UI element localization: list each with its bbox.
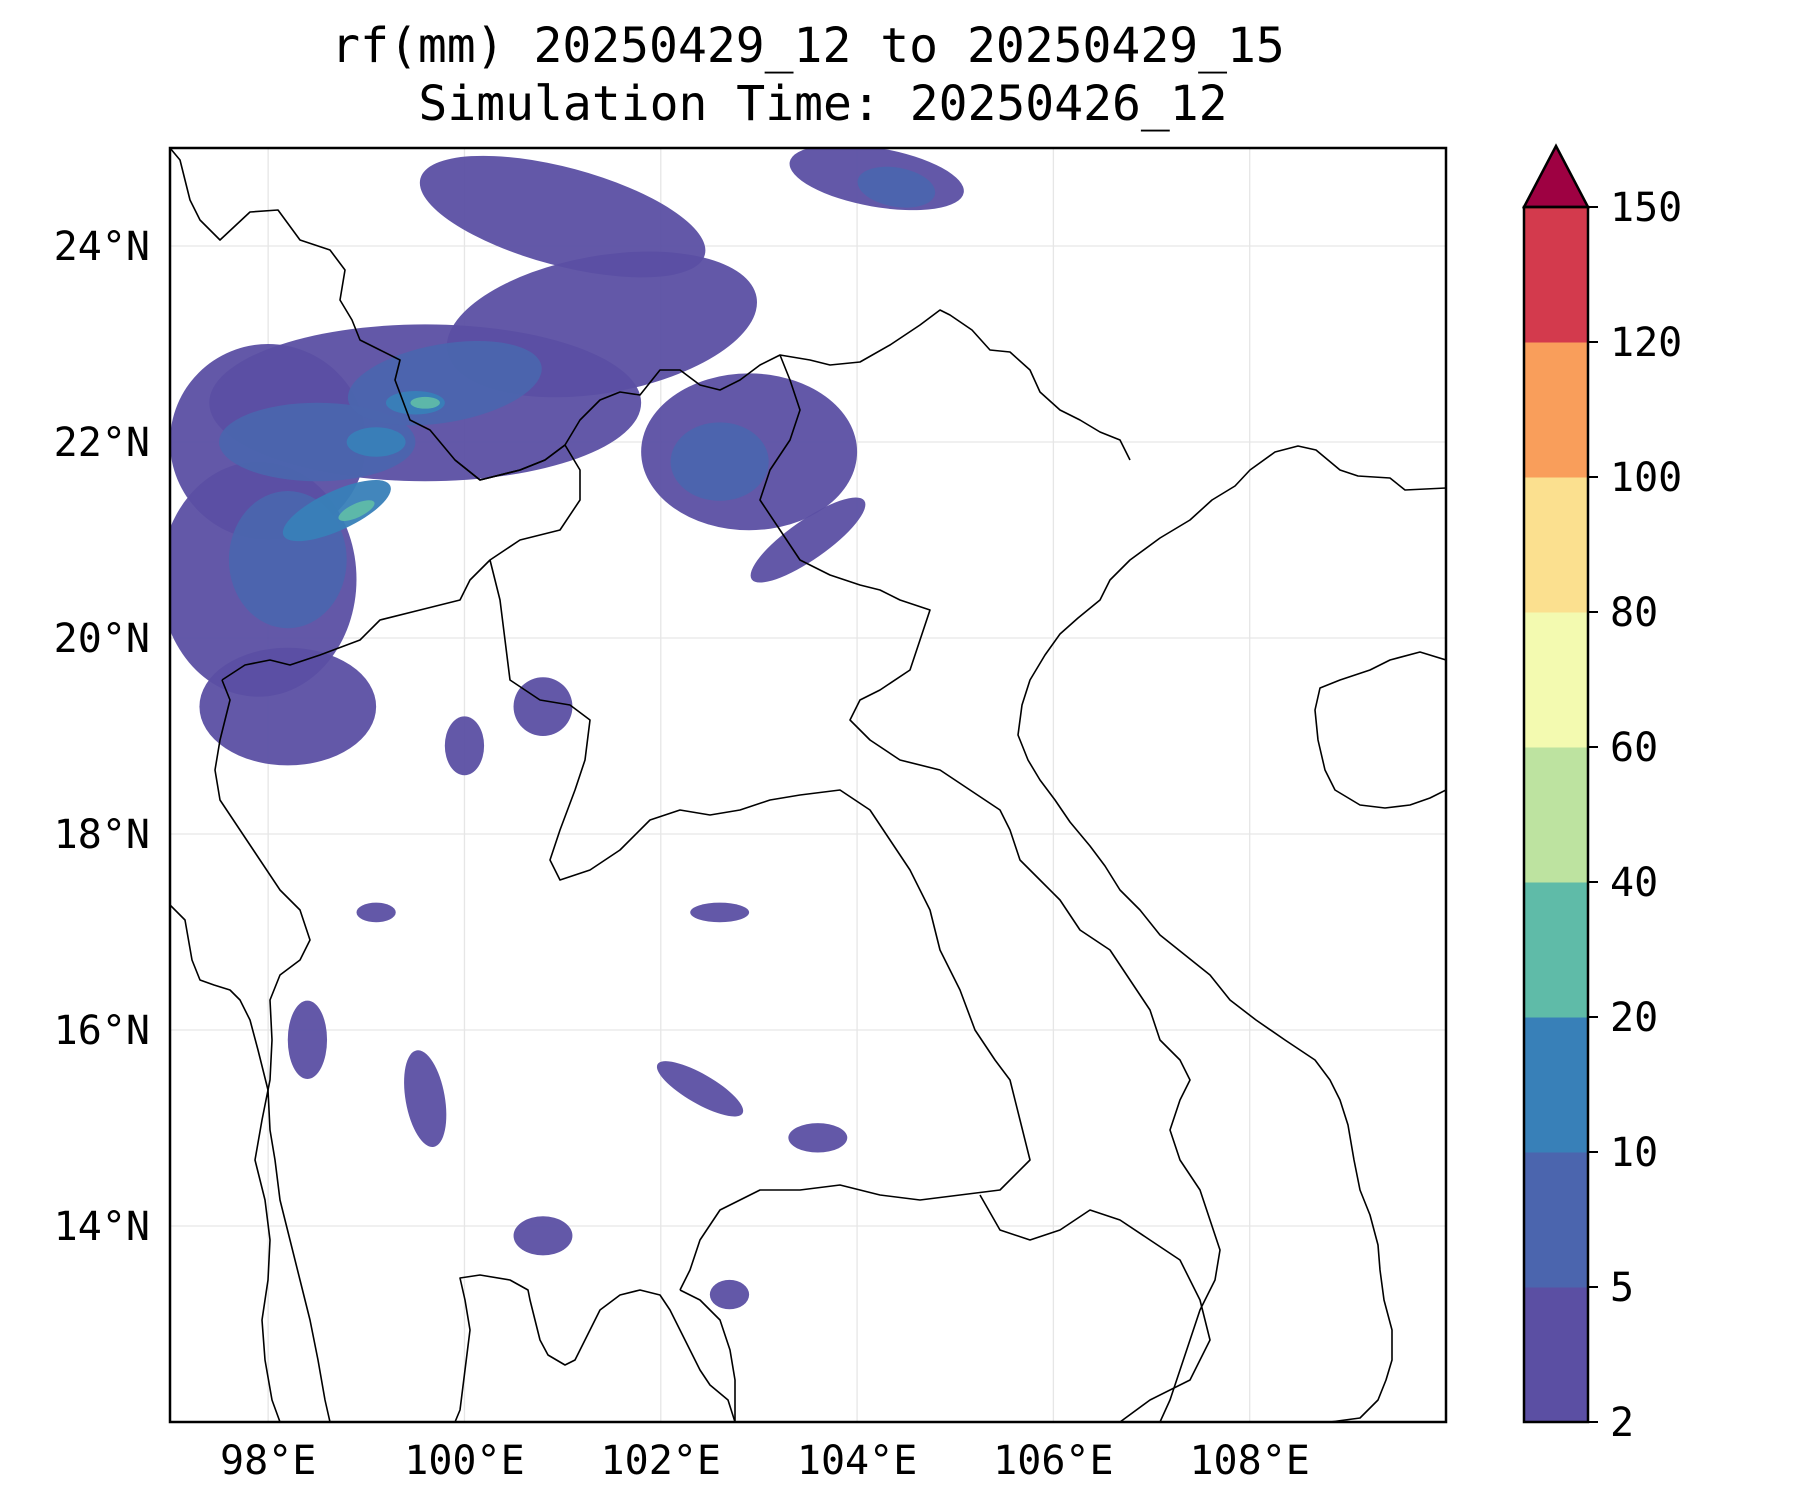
colorbar-tick-label: 150 (1610, 185, 1682, 231)
rain-area-18 (356, 902, 396, 923)
colorbar-segment (1524, 207, 1588, 343)
map-title-line-2: Simulation Time: 20250426_12 (418, 76, 1227, 132)
colorbar-tick-label: 80 (1610, 590, 1658, 636)
colorbar-tick-label: 120 (1610, 320, 1682, 366)
rain-area-27 (338, 500, 375, 521)
lat-tick-label: 16°N (54, 1008, 150, 1054)
colorbar-tick-label: 20 (1610, 995, 1658, 1041)
colorbar-tick-label: 2 (1610, 1400, 1634, 1446)
rain-area-11 (287, 1000, 328, 1079)
rain-area-15 (513, 1216, 573, 1256)
border-china (170, 148, 1131, 481)
coastline (1017, 445, 1446, 1422)
rainfall-contours (170, 148, 964, 1310)
colorbar-tick-label: 40 (1610, 860, 1658, 906)
lon-tick-label: 98°E (220, 1438, 316, 1484)
rain-area-10 (444, 716, 485, 776)
border-laos-thailand (489, 559, 1031, 1291)
colorbar-segment (1524, 342, 1588, 478)
colorbar-tick-label: 5 (1610, 1265, 1634, 1311)
colorbar-frame (1522, 205, 1590, 1424)
map-frame (168, 146, 1448, 1424)
colorbar-segment (1524, 477, 1588, 613)
rain-area-8 (750, 497, 866, 583)
border-myanmar-thailand (214, 679, 311, 1422)
rain-area-23 (857, 166, 936, 208)
rain-area-21 (670, 422, 769, 501)
rain-area-25 (346, 427, 406, 457)
colorbar-segment (1524, 1017, 1588, 1153)
border-thailand-cambodia (679, 1289, 736, 1422)
lat-tick-label: 22°N (54, 420, 150, 466)
rain-area-6 (199, 647, 377, 766)
colorbar-segment (1524, 1152, 1588, 1288)
rain-area-24 (282, 480, 391, 542)
longitude-tick-labels: 98°E 100°E 102°E 104°E 106°E 108°E (220, 1438, 1310, 1484)
lon-tick-label: 104°E (797, 1438, 917, 1484)
lat-tick-label: 24°N (54, 224, 150, 270)
latitude-tick-labels: 14°N 16°N 18°N 20°N 22°N 24°N (54, 224, 150, 1250)
lat-tick-label: 18°N (54, 812, 150, 858)
lon-tick-label: 108°E (1189, 1438, 1309, 1484)
rain-area-3 (419, 155, 706, 278)
lon-tick-label: 100°E (404, 1438, 524, 1484)
border-myanmar-laos (221, 444, 581, 681)
colorbar-tick-label: 10 (1610, 1130, 1658, 1176)
rain-area-28 (410, 396, 440, 409)
map-area (170, 148, 1446, 1422)
rain-area-14 (788, 1123, 848, 1153)
colorbar: 2 5 10 20 40 60 80 100 120 150 (1521, 143, 1682, 1446)
lon-tick-label: 106°E (993, 1438, 1113, 1484)
border-laos-vietnam (759, 354, 1221, 1422)
lat-tick-label: 14°N (54, 1204, 150, 1250)
colorbar-extend-arrow (1521, 143, 1591, 209)
country-borders (170, 148, 1221, 1422)
coastline-hainan (1314, 651, 1446, 809)
rain-area-13 (656, 1061, 744, 1117)
colorbar-segment (1524, 747, 1588, 883)
border-cambodia-vietnam (979, 1194, 1211, 1422)
lon-tick-label: 102°E (601, 1438, 721, 1484)
rain-area-9 (513, 677, 573, 736)
rain-area-17 (690, 902, 750, 923)
rain-area-16 (709, 1279, 750, 1310)
rain-area-19 (219, 402, 416, 482)
colorbar-segment (1524, 882, 1588, 1018)
colorbar-segment (1524, 1287, 1588, 1423)
lat-tick-label: 20°N (54, 616, 150, 662)
colorbar-tick-label: 100 (1610, 455, 1682, 501)
coastline-gulf-of-thailand (454, 1274, 736, 1422)
map-title-line-1: rf(mm) 20250429_12 to 20250429_15 (331, 18, 1285, 74)
colorbar-segment (1524, 612, 1588, 748)
colorbar-tick-label: 60 (1610, 725, 1658, 771)
rain-area-12 (404, 1050, 447, 1147)
